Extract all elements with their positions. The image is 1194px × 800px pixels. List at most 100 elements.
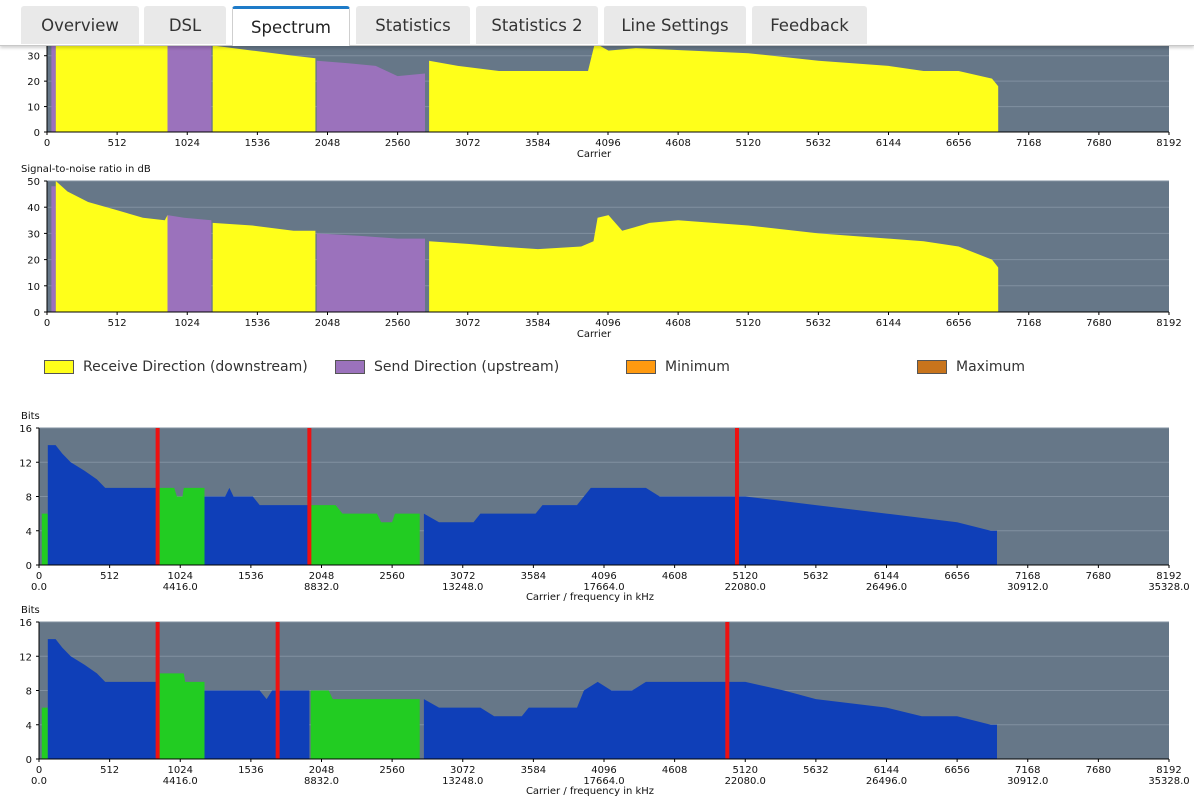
legend-swatch-minimum xyxy=(626,360,656,374)
x-tick-label: 7168 xyxy=(1015,765,1040,776)
tab-feedback[interactable]: Feedback xyxy=(752,6,867,44)
series-area-downstream xyxy=(55,181,168,312)
series-area-upstream xyxy=(310,505,420,565)
y-tick-label: 16 xyxy=(19,424,32,435)
x-tick-label: 512 xyxy=(100,571,119,582)
series-area-upstream xyxy=(41,707,48,759)
y-tick-label: 10 xyxy=(27,282,40,293)
x-tick-label: 4096 xyxy=(595,318,620,329)
y-tick-label: 8 xyxy=(26,493,32,504)
chart-snr-upper: 0 10 20 30 0 512 1024 1536 2048 2560 3072 3584 4096 4… xyxy=(27,40,1182,160)
legend-label-minimum: Minimum xyxy=(665,359,730,375)
tab-dsl[interactable]: DSL xyxy=(144,6,226,44)
x-tick-label: 7168 xyxy=(1015,571,1040,582)
x-tick-label: 4096 xyxy=(591,571,616,582)
y-tick-label: 4 xyxy=(26,527,32,538)
x-axis-label: Carrier / frequency in kHz xyxy=(526,592,654,603)
x-tick-label: 3584 xyxy=(521,765,546,776)
y-tick-label: 12 xyxy=(19,458,32,469)
x-tick-label: 6144 xyxy=(874,571,899,582)
x-tick-label: 512 xyxy=(100,765,119,776)
y-tick-label: 0 xyxy=(26,755,32,766)
x-tick-label: 8192 xyxy=(1156,318,1181,329)
x-tick-label: 0 xyxy=(44,138,50,149)
x-tick-label-frequency: 8832.0 xyxy=(304,776,339,787)
x-tick-label: 5632 xyxy=(803,765,828,776)
series-area-downstream xyxy=(423,681,997,759)
x-tick-label: 3584 xyxy=(525,318,550,329)
marker-line xyxy=(155,428,160,565)
x-tick-label: 2048 xyxy=(315,318,340,329)
x-tick-label: 512 xyxy=(108,318,127,329)
x-axis-label: Carrier xyxy=(577,329,612,340)
legend-label-maximum: Maximum xyxy=(956,359,1025,375)
tab-line-settings[interactable]: Line Settings xyxy=(604,6,746,44)
x-axis-label: Carrier xyxy=(577,149,612,160)
x-tick-label: 1024 xyxy=(168,765,193,776)
chart-title: Signal-to-noise ratio in dB xyxy=(21,164,151,175)
tab-overview[interactable]: Overview xyxy=(21,6,139,44)
series-area-upstream xyxy=(159,673,205,759)
x-tick-label: 6656 xyxy=(946,318,971,329)
y-tick-label: 12 xyxy=(19,652,32,663)
x-tick-label: 1024 xyxy=(175,138,200,149)
tab-statistics-2[interactable]: Statistics 2 xyxy=(476,6,598,44)
series-area-downstream xyxy=(204,690,310,759)
series-area-upstream xyxy=(159,487,205,565)
x-tick-label-frequency: 35328.0 xyxy=(1148,582,1189,593)
series-area-upstream xyxy=(316,60,425,132)
x-tick-label: 1024 xyxy=(168,571,193,582)
x-tick-label: 2560 xyxy=(385,138,410,149)
y-tick-label: 20 xyxy=(27,256,40,267)
x-tick-label-frequency: 22080.0 xyxy=(725,776,766,787)
legend-downstream: Receive Direction (downstream) xyxy=(44,359,308,375)
x-tick-label: 7680 xyxy=(1086,138,1111,149)
legend-label-upstream: Send Direction (upstream) xyxy=(374,359,560,375)
x-tick-label: 5120 xyxy=(733,765,758,776)
x-tick-label-frequency: 22080.0 xyxy=(725,582,766,593)
x-tick-label: 4096 xyxy=(591,765,616,776)
x-tick-label: 5120 xyxy=(733,571,758,582)
x-tick-label: 3072 xyxy=(450,765,475,776)
y-tick-label: 50 xyxy=(27,177,40,188)
tab-statistics[interactable]: Statistics xyxy=(356,6,470,44)
tab-spectrum[interactable]: Spectrum xyxy=(232,6,350,46)
marker-line xyxy=(155,622,160,759)
x-tick-label-frequency: 13248.0 xyxy=(442,582,483,593)
series-area-downstream xyxy=(47,639,158,759)
x-tick-label: 6144 xyxy=(876,138,901,149)
x-tick-label: 6656 xyxy=(946,138,971,149)
marker-line xyxy=(725,622,730,759)
x-tick-label: 8192 xyxy=(1156,138,1181,149)
series-area-downstream xyxy=(423,487,997,565)
series-area-upstream xyxy=(316,233,425,312)
series-area-upstream xyxy=(310,690,420,759)
x-tick-label: 3584 xyxy=(521,571,546,582)
x-tick-label-frequency: 8832.0 xyxy=(304,582,339,593)
x-tick-label: 4608 xyxy=(665,138,690,149)
legend-minimum: Minimum xyxy=(626,359,730,375)
x-tick-label-frequency: 0.0 xyxy=(31,582,47,593)
x-tick-label: 8192 xyxy=(1156,765,1181,776)
series-area-downstream xyxy=(212,45,316,132)
x-tick-label: 1024 xyxy=(175,318,200,329)
x-tick-label: 6656 xyxy=(944,571,969,582)
x-tick-label: 7680 xyxy=(1086,765,1111,776)
x-tick-label-frequency: 13248.0 xyxy=(442,776,483,787)
x-tick-label: 4608 xyxy=(662,765,687,776)
x-tick-label: 7680 xyxy=(1086,571,1111,582)
x-tick-label: 5120 xyxy=(736,138,761,149)
y-tick-label: 30 xyxy=(27,229,40,240)
x-tick-label: 5120 xyxy=(736,318,761,329)
series-area-downstream xyxy=(47,445,158,565)
series-area-downstream xyxy=(212,222,316,312)
x-tick-label: 6144 xyxy=(876,318,901,329)
tab-bar: Overview DSL Spectrum Statistics Statist… xyxy=(0,0,1194,46)
series-area-upstream xyxy=(51,186,56,312)
x-tick-label-frequency: 0.0 xyxy=(31,776,47,787)
x-tick-label: 6144 xyxy=(874,765,899,776)
x-tick-label: 512 xyxy=(108,138,127,149)
marker-line xyxy=(307,428,312,565)
series-area-upstream xyxy=(167,40,212,132)
series-area-downstream xyxy=(55,40,168,132)
